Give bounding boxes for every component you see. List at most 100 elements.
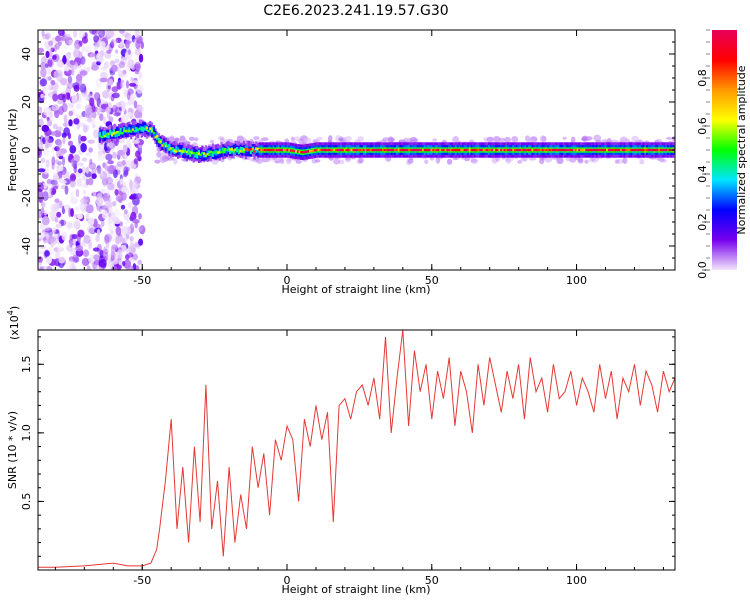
heatmap-cell <box>45 159 50 168</box>
heatmap-cell <box>303 150 306 154</box>
heatmap-cell <box>646 148 649 152</box>
heatmap-cell <box>126 91 131 101</box>
heatmap-cell <box>129 82 137 87</box>
heatmap-cell <box>230 148 233 151</box>
heatmap-cell <box>94 258 99 268</box>
heatmap-cell <box>46 116 50 121</box>
heatmap-cell <box>104 134 107 138</box>
heatmap-cell <box>614 148 617 152</box>
heatmap-cell <box>489 148 492 152</box>
heatmap-cell <box>569 148 572 152</box>
heatmap-cell <box>38 141 44 150</box>
heatmap-cell <box>335 148 338 152</box>
heatmap-cell <box>435 157 441 164</box>
heatmap-panel: -50 0 50 100 -40 -20 0 20 40 Height of straight … <box>6 29 676 296</box>
heatmap-cell <box>508 148 511 152</box>
heatmap-cell <box>101 210 108 220</box>
heatmap-cell <box>40 56 48 65</box>
heatmap-cell <box>132 180 138 189</box>
heatmap-cell <box>97 249 105 255</box>
heatmap-cell <box>293 149 296 153</box>
heatmap-cell <box>458 148 461 152</box>
heatmap-cell <box>550 148 553 152</box>
heatmap-cell <box>515 148 518 152</box>
heatmap-cell <box>491 148 494 152</box>
heatmap-cell <box>56 144 62 152</box>
heatmap-cell <box>144 127 147 131</box>
heatmap-cell <box>277 148 280 152</box>
heatmap-cell <box>314 159 321 163</box>
heatmap-cell <box>223 148 227 151</box>
heatmap-cell <box>107 132 110 135</box>
heatmap-cell <box>135 127 138 133</box>
heatmap-cell <box>131 128 134 131</box>
heatmap-cell <box>63 114 68 124</box>
heatmap-cell <box>644 148 647 152</box>
heatmap-cell <box>81 157 88 162</box>
heatmap-cell <box>61 171 70 179</box>
heatmap-cell <box>93 44 98 52</box>
heatmap-cell <box>470 158 477 163</box>
heatmap-cell <box>105 176 114 185</box>
heatmap-cell <box>223 147 227 154</box>
heatmap-cell <box>67 75 73 84</box>
heatmap-cell <box>225 148 228 152</box>
heatmap-cell <box>78 134 82 144</box>
heatmap-cell <box>190 151 194 155</box>
heatmap-cell <box>336 148 339 152</box>
heatmap-cell <box>100 71 108 79</box>
heatmap-cell <box>316 148 319 152</box>
heatmap-cell <box>108 196 114 201</box>
snr-x-tick-label: 100 <box>566 574 587 587</box>
heatmap-cell <box>112 128 115 135</box>
snr-x-axis-label: Height of straight line (km) <box>281 583 430 596</box>
heatmap-cell <box>614 159 620 164</box>
heatmap-cell <box>99 50 104 58</box>
heatmap-cell <box>208 153 211 156</box>
heatmap-cell <box>541 148 544 152</box>
heatmap-cell <box>136 84 144 94</box>
heatmap-cell <box>118 70 125 78</box>
heatmap-cell <box>100 135 103 139</box>
heatmap-cell <box>574 148 577 152</box>
heatmap-cell <box>48 117 55 122</box>
heatmap-cell <box>613 148 616 152</box>
heatmap-cell <box>446 148 449 152</box>
heatmap-cell <box>47 58 53 67</box>
heatmap-cell <box>50 210 57 218</box>
heatmap-cell <box>534 148 538 152</box>
heatmap-cell <box>140 41 144 49</box>
heatmap-cell <box>93 190 97 197</box>
heatmap-cell <box>661 148 664 152</box>
heatmap-cell <box>406 148 409 152</box>
heatmap-cell <box>79 83 87 93</box>
heatmap-cell <box>409 148 412 152</box>
snr-x-tick-label: -50 <box>133 574 151 587</box>
heatmap-cell <box>119 78 126 89</box>
heatmap-cell <box>47 138 53 148</box>
heatmap-cell <box>125 248 130 254</box>
heatmap-cell <box>510 148 513 152</box>
heatmap-cell <box>113 112 121 117</box>
heatmap-cell <box>70 61 79 70</box>
heatmap-cell <box>114 58 120 64</box>
heatmap-cell <box>118 61 126 69</box>
heatmap-cell <box>493 136 501 143</box>
heatmap-cell <box>194 153 197 156</box>
heatmap-cell <box>467 148 470 152</box>
heatmap-cell <box>106 30 115 38</box>
heatmap-cell <box>63 204 71 211</box>
heatmap-cell <box>583 148 586 152</box>
heatmap-cell <box>540 148 543 152</box>
heatmap-y-axis-label: Frequency (Hz) <box>6 109 19 192</box>
heatmap-cell <box>129 180 133 190</box>
heatmap-cell <box>507 148 510 152</box>
heatmap-cell <box>338 137 343 141</box>
heatmap-cell <box>142 127 145 131</box>
heatmap-cell <box>126 167 130 172</box>
heatmap-cell <box>454 148 458 152</box>
heatmap-cell <box>116 101 122 108</box>
heatmap-cell <box>129 236 134 242</box>
heatmap-cell <box>39 197 43 203</box>
heatmap-cell <box>69 60 76 66</box>
